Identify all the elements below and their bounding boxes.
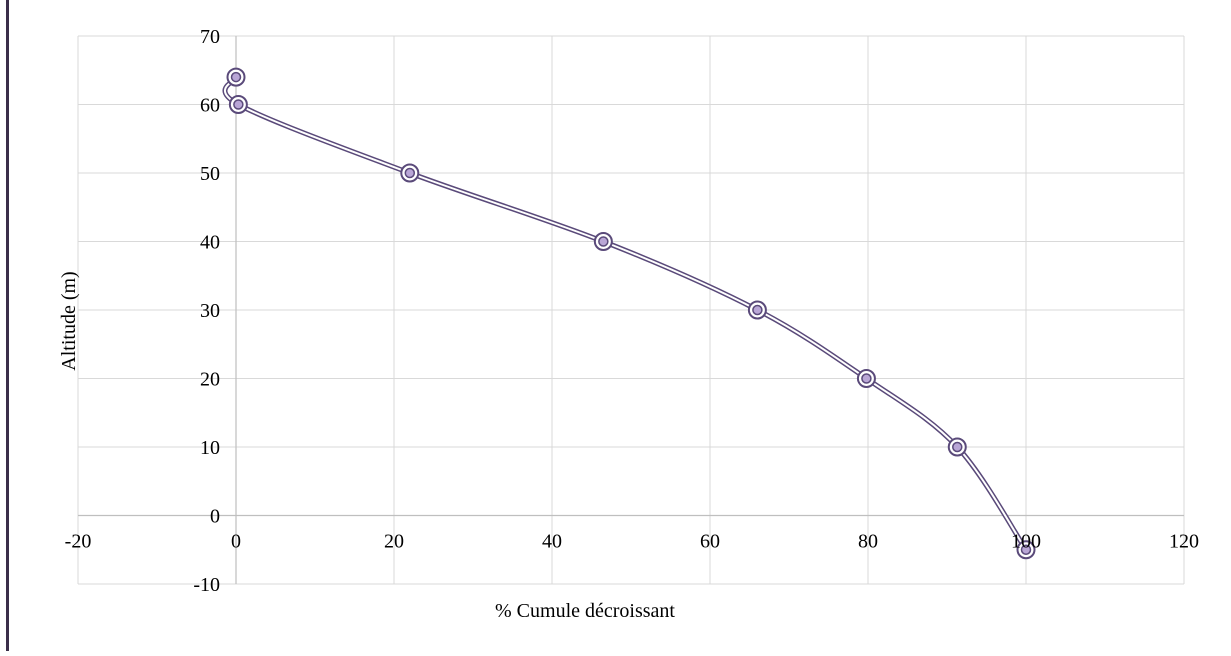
x-tick-label: 100 [1011, 531, 1041, 553]
y-tick-label: 20 [200, 369, 220, 391]
x-tick-label: 0 [231, 531, 241, 553]
axes [78, 36, 1184, 584]
x-tick-label: 40 [542, 531, 562, 553]
x-tick-label: -20 [65, 531, 92, 553]
x-axis-label: % Cumule décroissant [495, 600, 675, 622]
y-tick-label: 40 [200, 232, 220, 254]
data-point-core [230, 71, 242, 83]
x-tick-label: 80 [858, 531, 878, 553]
data-point-core [952, 441, 963, 453]
y-tick-label: 30 [200, 300, 220, 322]
y-tick-label: 50 [200, 163, 220, 185]
grid [77, 35, 1185, 585]
data-point-core [861, 373, 872, 384]
x-tick-label: 20 [384, 531, 404, 553]
y-tick-label: 70 [200, 26, 220, 48]
data-point-core [233, 99, 244, 110]
series-layer [222, 67, 1036, 560]
x-tick-label: 60 [700, 531, 720, 553]
y-axis-label: Altitude (m) [58, 271, 80, 370]
series-line-inner [223, 76, 1027, 551]
tick-labels: -20 0 20 40 60 80 100 120 -10 0 10 20 30 40 50 60 70 [65, 26, 1199, 596]
data-point-core [404, 167, 416, 179]
y-tick-label: 10 [200, 437, 220, 459]
left-border [6, 0, 9, 651]
data-point-core [1020, 544, 1032, 555]
y-tick-label: 0 [210, 506, 220, 528]
y-tick-label: -10 [193, 574, 220, 596]
y-tick-label: 60 [200, 95, 220, 117]
x-tick-label: 120 [1169, 531, 1199, 553]
data-point-core [752, 304, 763, 316]
data-point-core [598, 236, 609, 247]
